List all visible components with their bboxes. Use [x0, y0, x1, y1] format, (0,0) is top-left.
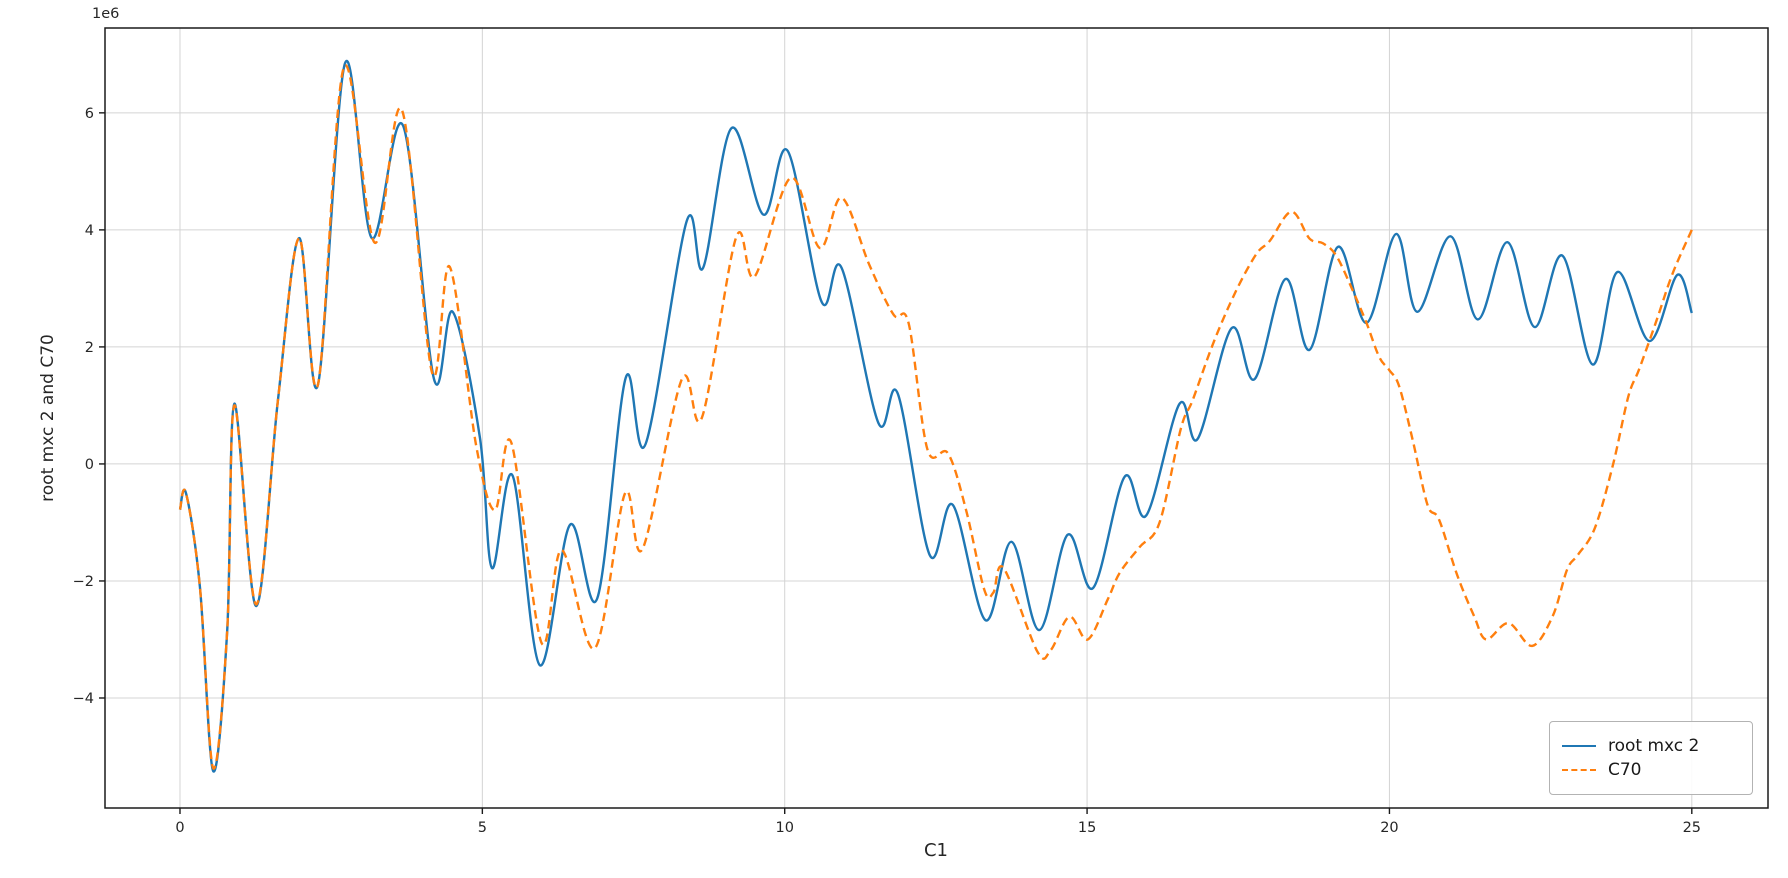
y-tick-label: 2 — [85, 340, 94, 356]
legend-line-swatch-solid — [1562, 745, 1596, 747]
legend-line-swatch-dashed — [1562, 769, 1596, 771]
y-tick-label: −4 — [73, 691, 94, 707]
axes-spines — [104, 27, 1769, 809]
y-axis-offset-label: 1e6 — [92, 6, 120, 22]
legend-label: C70 — [1608, 759, 1642, 780]
y-tick-label: 0 — [85, 457, 94, 473]
series-line-root-mxc-2 — [178, 59, 1693, 773]
legend-item: C70 — [1550, 759, 1752, 780]
x-tick-label: 20 — [1380, 820, 1398, 836]
x-tick-label: 10 — [775, 820, 793, 836]
legend: root mxc 2 C70 — [1549, 721, 1753, 795]
x-axis-label: C1 — [923, 840, 949, 861]
y-tick-label: −2 — [73, 574, 94, 590]
x-tick-label: 15 — [1078, 820, 1096, 836]
series-line-C70 — [178, 63, 1693, 770]
x-tick-label: 0 — [175, 820, 184, 836]
y-tick-label: 6 — [85, 106, 94, 122]
x-tick-label: 25 — [1683, 820, 1701, 836]
x-tick-label: 5 — [478, 820, 487, 836]
y-tick-label: 4 — [85, 223, 94, 239]
legend-item: root mxc 2 — [1550, 735, 1752, 756]
y-axis-label: root mxc 2 and C70 — [38, 334, 58, 502]
legend-label: root mxc 2 — [1608, 735, 1700, 756]
